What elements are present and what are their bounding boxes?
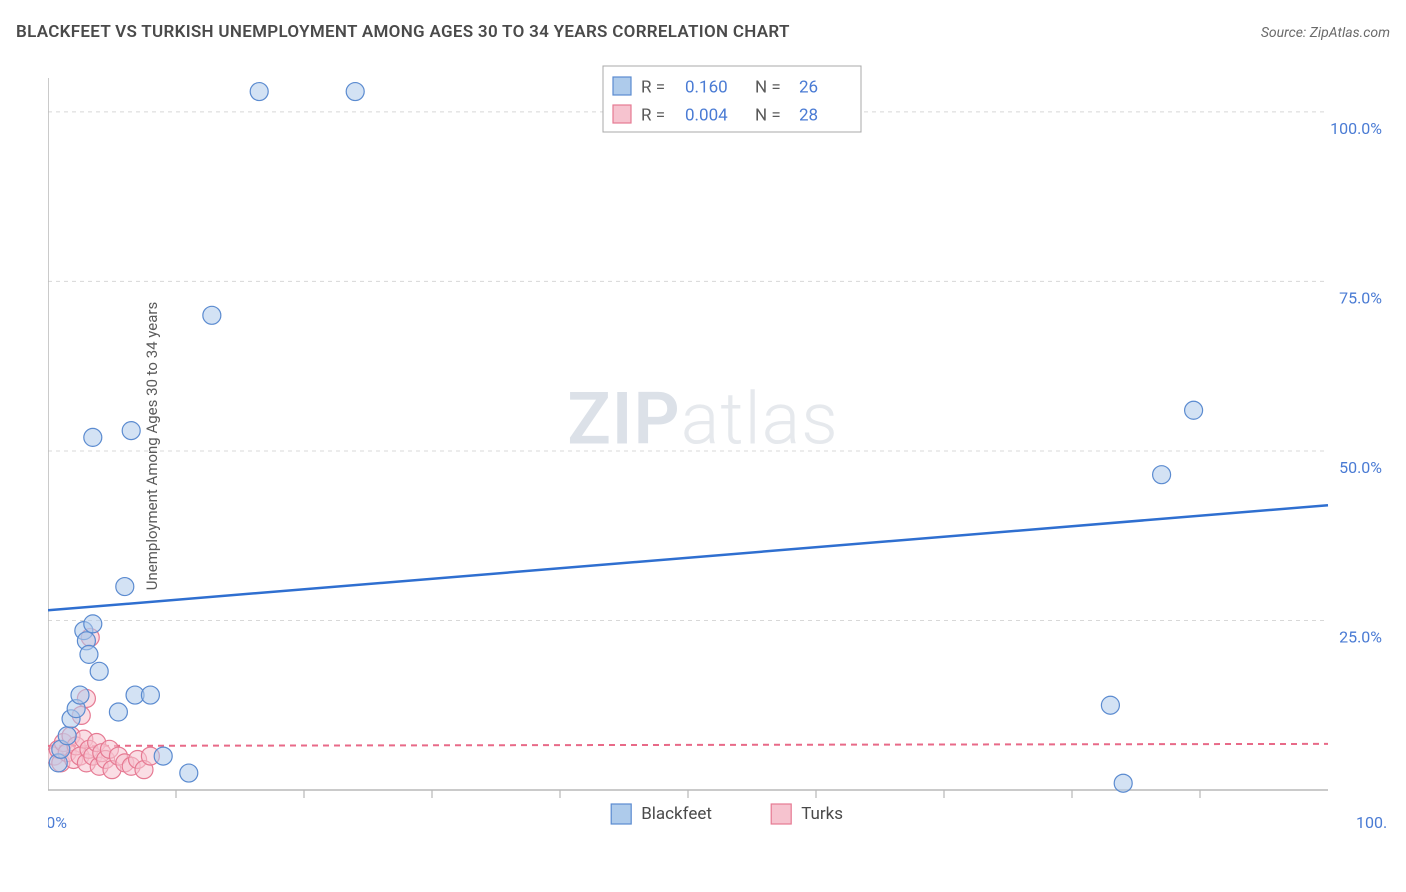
y-tick-label: 25.0% — [1339, 627, 1382, 646]
point-blackfeet — [1101, 696, 1119, 714]
point-blackfeet — [250, 83, 268, 101]
source-name: ZipAtlas.com — [1310, 25, 1390, 41]
point-blackfeet — [122, 422, 140, 440]
x-tick-label: 100.0% — [1356, 813, 1388, 832]
legend-r-value: 0.160 — [685, 77, 728, 97]
x-tick-label: 0.0% — [48, 813, 67, 832]
point-blackfeet — [116, 578, 134, 596]
legend-label-turks: Turks — [801, 804, 843, 824]
point-blackfeet — [180, 764, 198, 782]
legend-n-label: N = — [755, 105, 781, 125]
legend-r-value: 0.004 — [685, 105, 728, 125]
point-blackfeet — [1114, 774, 1132, 792]
chart-title: BLACKFEET VS TURKISH UNEMPLOYMENT AMONG … — [16, 22, 790, 42]
regression-line-blackfeet — [48, 505, 1328, 610]
point-blackfeet — [84, 428, 102, 446]
source-attribution: Source: ZipAtlas.com — [1261, 25, 1390, 41]
point-blackfeet — [154, 747, 172, 765]
title-bar: BLACKFEET VS TURKISH UNEMPLOYMENT AMONG … — [16, 22, 1390, 42]
legend-label-blackfeet: Blackfeet — [641, 804, 712, 824]
point-blackfeet — [1153, 466, 1171, 484]
point-blackfeet — [203, 306, 221, 324]
scatter-chart: 25.0% 50.0% 75.0% 100.0% 0.0% 100.0% R = 0.160 N… — [48, 60, 1388, 840]
point-blackfeet — [71, 686, 89, 704]
point-blackfeet — [1185, 401, 1203, 419]
y-tick-label: 100.0% — [1330, 119, 1382, 138]
regression-line-turks — [48, 744, 1328, 746]
y-tick-label: 50.0% — [1339, 458, 1382, 477]
point-blackfeet — [84, 615, 102, 633]
legend-r-label: R = — [641, 77, 665, 97]
point-blackfeet — [58, 727, 76, 745]
legend-r-label: R = — [641, 105, 665, 125]
legend-n-value: 28 — [799, 105, 818, 125]
point-blackfeet — [141, 686, 159, 704]
point-blackfeet — [346, 83, 364, 101]
source-prefix: Source: — [1261, 25, 1310, 41]
legend-n-value: 26 — [799, 77, 818, 97]
point-blackfeet — [90, 662, 108, 680]
legend-swatch-turks — [771, 804, 791, 824]
point-blackfeet — [80, 645, 98, 663]
y-tick-label: 75.0% — [1339, 288, 1382, 307]
legend-n-label: N = — [755, 77, 781, 97]
legend-stats: R = 0.160 N = 26 R = 0.004 N = 28 — [603, 66, 861, 132]
legend-swatch-blackfeet — [611, 804, 631, 824]
plot-area: 25.0% 50.0% 75.0% 100.0% 0.0% 100.0% R = 0.160 N… — [48, 60, 1388, 840]
legend-swatch-blackfeet — [613, 77, 631, 95]
legend-swatch-turks — [613, 105, 631, 123]
legend-series: Blackfeet Turks — [611, 804, 843, 824]
point-blackfeet — [109, 703, 127, 721]
